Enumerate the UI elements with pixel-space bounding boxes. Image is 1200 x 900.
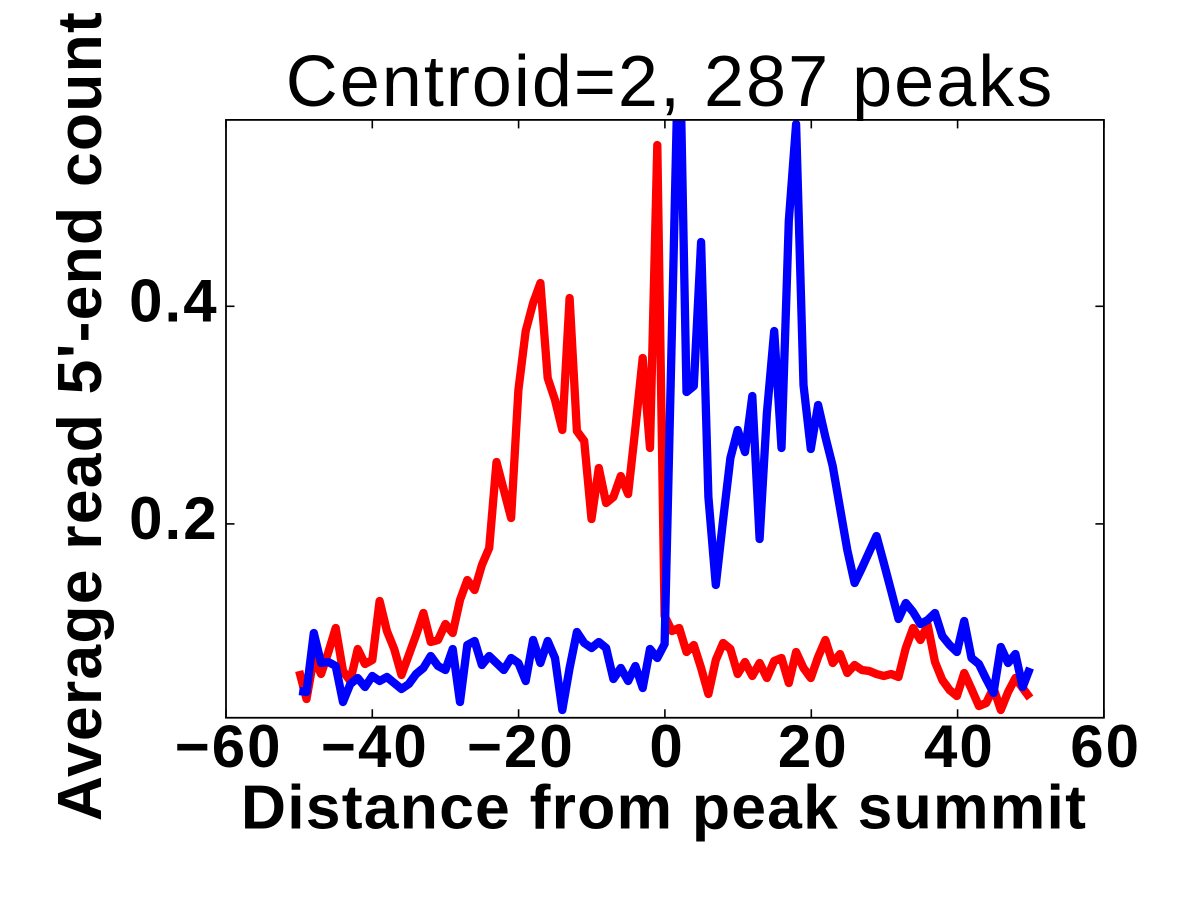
svg-text:−20: −20 [467,713,575,780]
svg-text:0.2: 0.2 [129,485,218,552]
svg-text:Centroid=2, 287 peaks: Centroid=2, 287 peaks [286,42,1055,122]
svg-text:20: 20 [778,713,849,780]
svg-text:60: 60 [1070,713,1141,780]
svg-text:Average read 5'-end count: Average read 5'-end count [45,11,115,821]
svg-text:0.4: 0.4 [129,267,218,334]
svg-text:−60: −60 [175,713,283,780]
svg-text:0: 0 [649,713,684,780]
svg-text:−40: −40 [321,713,429,780]
svg-text:40: 40 [924,713,995,780]
svg-text:Distance from peak summit: Distance from peak summit [241,773,1087,843]
